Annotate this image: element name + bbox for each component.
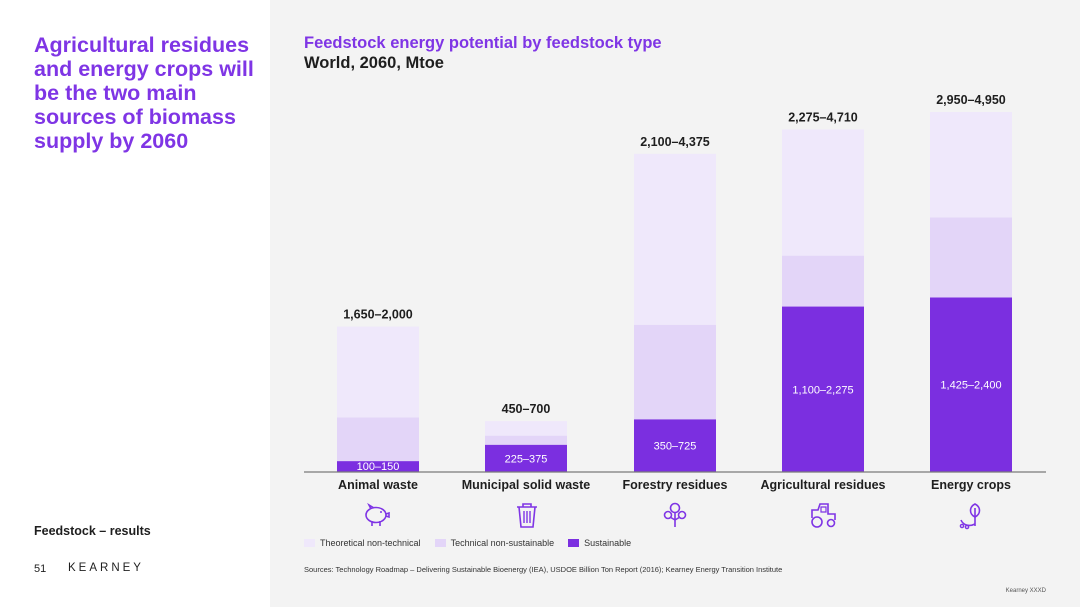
bar-segment-sustainable — [337, 461, 419, 472]
total-range-label: 450–700 — [502, 402, 551, 416]
bar-segment-technical-non-sustainable — [337, 417, 419, 462]
category-label: Energy crops — [931, 478, 1011, 492]
tractor-icon — [811, 503, 836, 528]
sustainable-range-label: 1,100–2,275 — [792, 384, 853, 396]
bar-segment-technical-non-sustainable — [782, 255, 864, 307]
sustainable-range-label: 1,425–2,400 — [940, 380, 1001, 392]
category-label: Animal waste — [338, 478, 418, 492]
piggy-bank-icon — [365, 502, 390, 526]
bar-segment-sustainable — [930, 297, 1012, 472]
bar-segment-technical-non-sustainable — [634, 324, 716, 420]
bar-segment-theoretical-non-technical — [930, 112, 1012, 218]
legend-item-theoretical: Theoretical non-technical — [304, 538, 421, 548]
bar-segment-sustainable — [634, 419, 716, 472]
chart-subtitle: World, 2060, Mtoe — [304, 54, 444, 72]
section-label: Feedstock – results — [34, 524, 151, 538]
legend-label: Theoretical non-technical — [320, 538, 421, 548]
legend-label: Sustainable — [584, 538, 632, 548]
page-number: 51 — [34, 563, 47, 575]
headline: Agricultural residues and energy crops w… — [34, 33, 254, 153]
legend-swatch — [304, 539, 315, 547]
category-label: Agricultural residues — [760, 478, 885, 492]
category-label: Municipal solid waste — [462, 478, 591, 492]
chart-legend: Theoretical non-technical Technical non-… — [304, 538, 635, 548]
category-label: Forestry residues — [623, 478, 728, 492]
bar-segment-theoretical-non-technical — [782, 129, 864, 256]
total-range-label: 2,950–4,950 — [936, 93, 1006, 107]
total-range-label: 2,100–4,375 — [640, 135, 710, 149]
total-range-label: 2,275–4,710 — [788, 110, 858, 124]
tree-icon — [663, 502, 687, 527]
kearney-logo: KEARNEY — [68, 562, 144, 574]
copyright-note: Kearney XXXD — [1005, 588, 1046, 594]
bar-segment-sustainable — [485, 444, 567, 472]
bar-segment-sustainable — [782, 306, 864, 472]
sidebar-panel — [0, 0, 270, 607]
bar-segment-theoretical-non-technical — [485, 421, 567, 436]
sustainable-range-label: 100–150 — [357, 461, 400, 473]
bar-segment-technical-non-sustainable — [930, 217, 1012, 298]
legend-item-sustainable: Sustainable — [568, 538, 631, 548]
sources-note: Sources: Technology Roadmap – Delivering… — [304, 565, 783, 574]
legend-swatch — [568, 539, 580, 547]
bar-segment-theoretical-non-technical — [337, 326, 419, 418]
legend-item-technical: Technical non-sustainable — [434, 538, 555, 548]
sustainable-range-label: 225–375 — [505, 453, 548, 465]
bar-segment-theoretical-non-technical — [634, 153, 716, 325]
legend-label: Technical non-sustainable — [450, 538, 555, 548]
sprout-icon — [959, 503, 981, 530]
trash-bin-icon — [517, 503, 537, 528]
total-range-label: 1,650–2,000 — [343, 308, 413, 322]
bar-segment-technical-non-sustainable — [485, 435, 567, 445]
sustainable-range-label: 350–725 — [654, 441, 697, 453]
legend-swatch — [434, 539, 446, 547]
chart-title: Feedstock energy potential by feedstock … — [304, 34, 662, 52]
